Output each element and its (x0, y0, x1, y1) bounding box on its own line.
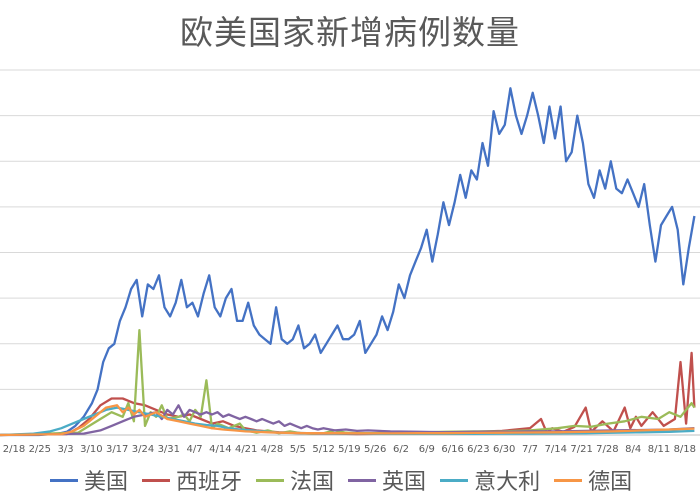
legend-swatch (554, 478, 583, 482)
x-tick-label: 2/25 (29, 444, 51, 455)
x-axis-ticks: 2/18 2/25 3/3 3/10 3/17 3/24 3/31 4/7 4/14 4/21 4/… (3, 444, 696, 455)
legend-item: 法国 (256, 464, 334, 496)
series-line-德国 (0, 404, 695, 437)
legend-label: 德国 (588, 470, 633, 495)
legend: 美国 西班牙 法国 英国 意大利 德国 (50, 462, 700, 498)
series-line-法国 (0, 328, 696, 437)
legend-label: 西班牙 (176, 470, 243, 495)
x-tick-label: 7/14 (545, 444, 567, 455)
x-tick-label: 4/21 (235, 444, 257, 455)
x-tick-label: 6/2 (393, 444, 409, 455)
x-tick-label: 6/9 (419, 444, 435, 455)
chart-title: 欧美国家新增病例数量 (180, 13, 520, 52)
legend-swatch (50, 478, 78, 482)
legend-swatch (348, 478, 377, 482)
x-tick-label: 5/19 (338, 444, 360, 455)
legend-swatch (440, 478, 469, 482)
x-tick-label: 5/5 (290, 444, 306, 455)
x-tick-label: 3/31 (158, 444, 180, 455)
legend-item: 美国 (50, 464, 128, 496)
legend-label: 意大利 (474, 470, 541, 495)
x-tick-label: 5/26 (364, 444, 386, 455)
legend-swatch (256, 478, 285, 482)
series-line-美国 (0, 87, 696, 437)
legend-swatch (142, 478, 171, 482)
legend-label: 英国 (382, 470, 427, 495)
x-tick-label: 4/28 (261, 444, 283, 455)
x-tick-label: 6/16 (441, 444, 463, 455)
x-tick-label: 6/30 (493, 444, 515, 455)
legend-label: 美国 (84, 470, 129, 495)
x-tick-label: 5/12 (312, 444, 334, 455)
legend-item: 英国 (348, 464, 426, 496)
gridlines (0, 69, 700, 436)
x-tick-label: 3/24 (132, 444, 154, 455)
legend-item: 西班牙 (142, 464, 242, 496)
legend-item: 德国 (554, 464, 632, 496)
legend-item: 意大利 (440, 464, 540, 496)
x-tick-label: 8/4 (625, 444, 641, 455)
x-tick-label: 3/17 (106, 444, 128, 455)
x-tick-label: 4/14 (209, 444, 231, 455)
series-lines (0, 87, 696, 437)
x-tick-label: 2/18 (3, 444, 25, 455)
legend-label: 法国 (290, 470, 335, 495)
x-tick-label: 7/28 (596, 444, 618, 455)
x-tick-label: 3/3 (58, 444, 74, 455)
x-tick-label: 7/21 (570, 444, 592, 455)
x-tick-label: 7/7 (522, 444, 538, 455)
x-tick-label: 3/10 (80, 444, 102, 455)
x-tick-label: 4/7 (187, 444, 203, 455)
x-tick-label: 6/23 (467, 444, 489, 455)
x-tick-label: 8/11 (648, 444, 670, 455)
series-line-西班牙 (0, 351, 696, 437)
x-tick-label: 8/18 (674, 444, 696, 455)
